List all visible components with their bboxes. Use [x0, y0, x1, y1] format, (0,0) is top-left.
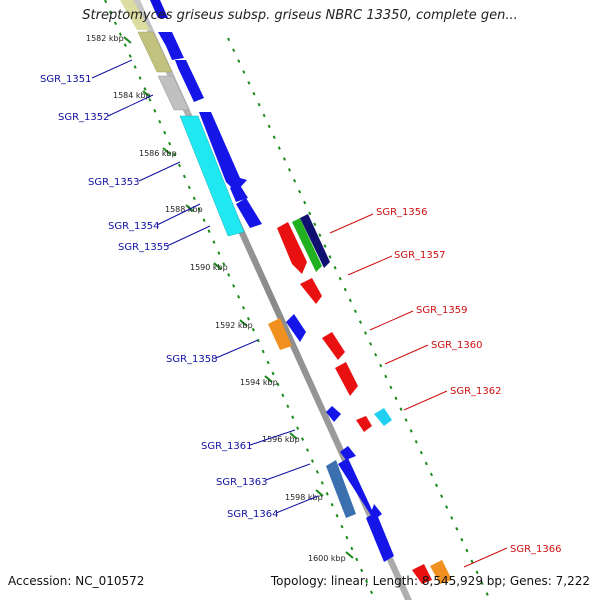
- gene-feature[interactable]: [374, 408, 392, 426]
- gene-label[interactable]: SGR_1364: [227, 509, 279, 520]
- gene-feature[interactable]: [322, 332, 345, 360]
- tick-mark: [123, 36, 132, 44]
- gene-label[interactable]: SGR_1359: [416, 305, 468, 316]
- leader-line: [403, 390, 448, 411]
- leader-line: [166, 225, 211, 247]
- gene-feature[interactable]: [268, 318, 292, 350]
- leader-line: [249, 429, 296, 446]
- gene-feature[interactable]: [286, 314, 306, 342]
- gene-feature[interactable]: [300, 214, 330, 268]
- leader-line: [91, 59, 133, 79]
- tick-mark: [185, 204, 194, 212]
- tick-label: 1588 kbp: [165, 205, 203, 214]
- tick-labels: 1582 kbp 1584 kbp 1586 kbp 1588 kbp 1590…: [86, 34, 346, 563]
- tick-mark: [142, 90, 151, 98]
- genome-title: Streptomyces griseus subsp. griseus NBRC…: [82, 8, 518, 23]
- gene-label[interactable]: SGR_1360: [431, 340, 483, 351]
- leader-line: [107, 94, 154, 117]
- gene-feature[interactable]: [340, 446, 356, 460]
- gene-feature[interactable]: [230, 182, 248, 202]
- gene-label[interactable]: SGR_1351: [40, 74, 92, 85]
- tick-mark: [345, 551, 354, 559]
- gene-label[interactable]: SGR_1358: [166, 354, 218, 365]
- gene-label[interactable]: SGR_1355: [118, 242, 170, 253]
- gene-feature[interactable]: [158, 32, 184, 60]
- tick-mark: [315, 489, 324, 497]
- tick-label: 1598 kbp: [285, 493, 323, 502]
- gene-feature[interactable]: [326, 460, 356, 518]
- gene-feature[interactable]: [175, 60, 204, 102]
- accession-text: Accession: NC_010572: [8, 574, 145, 588]
- tick-label: 1592 kbp: [215, 321, 253, 330]
- gene-feature[interactable]: [157, 75, 190, 111]
- gene-feature[interactable]: [179, 115, 245, 237]
- leader-line: [265, 463, 311, 481]
- leader-line: [215, 339, 259, 359]
- tick-label: 1594 kbp: [240, 378, 278, 387]
- tick-mark: [213, 262, 222, 270]
- gene-label[interactable]: SGR_1357: [394, 250, 446, 261]
- leader-line: [156, 203, 201, 226]
- leader-line: [329, 213, 374, 234]
- tick-mark: [239, 319, 248, 327]
- tick-label: 1590 kbp: [190, 263, 228, 272]
- gene-feature[interactable]: [120, 0, 150, 30]
- leader-line: [138, 161, 181, 182]
- gene-label[interactable]: SGR_1356: [376, 207, 428, 218]
- leader-lines-right: [329, 213, 508, 568]
- gene-features[interactable]: [120, 0, 452, 584]
- tick-mark: [162, 147, 171, 155]
- gene-label[interactable]: SGR_1352: [58, 112, 110, 123]
- gene-feature[interactable]: [292, 218, 322, 272]
- gene-feature[interactable]: [277, 222, 307, 274]
- leader-lines-left: [91, 59, 319, 514]
- gene-label[interactable]: SGR_1354: [108, 221, 160, 232]
- gene-labels-right: SGR_1356 SGR_1357 SGR_1359 SGR_1360 SGR_…: [376, 207, 562, 555]
- tick-label: 1582 kbp: [86, 34, 124, 43]
- tick-marks: [123, 36, 354, 559]
- gene-feature[interactable]: [326, 406, 341, 422]
- genome-summary: Topology: linear; Length: 8,545,929 bp; …: [270, 574, 590, 588]
- tick-label: 1584 kbp: [113, 91, 151, 100]
- tick-mark: [264, 375, 273, 383]
- gene-label[interactable]: SGR_1363: [216, 477, 268, 488]
- gene-label[interactable]: SGR_1366: [510, 544, 562, 555]
- gene-label[interactable]: SGR_1361: [201, 441, 253, 452]
- gene-feature[interactable]: [150, 0, 168, 18]
- gene-label[interactable]: SGR_1353: [88, 177, 140, 188]
- gene-feature[interactable]: [335, 362, 358, 396]
- leader-line: [369, 310, 414, 331]
- leader-line: [384, 344, 429, 365]
- track-line-left: [104, 0, 376, 601]
- gene-feature[interactable]: [356, 416, 372, 432]
- leader-line: [463, 547, 508, 568]
- gene-feature[interactable]: [300, 278, 322, 304]
- gene-feature[interactable]: [430, 560, 452, 584]
- gene-feature[interactable]: [366, 512, 394, 562]
- gene-feature[interactable]: [338, 458, 382, 520]
- gene-feature[interactable]: [137, 31, 173, 73]
- gene-labels-left: SGR_1351 SGR_1352 SGR_1353 SGR_1354 SGR_…: [40, 74, 279, 520]
- tick-label: 1600 kbp: [308, 554, 346, 563]
- gene-feature[interactable]: [412, 564, 432, 584]
- gene-feature[interactable]: [199, 112, 247, 192]
- leader-line: [347, 255, 393, 276]
- gene-feature[interactable]: [236, 198, 262, 228]
- gene-label[interactable]: SGR_1362: [450, 386, 502, 397]
- tick-mark: [289, 432, 298, 440]
- tick-label: 1596 kbp: [262, 435, 300, 444]
- leader-line: [275, 495, 319, 514]
- track-line-right: [227, 37, 491, 601]
- tick-label: 1586 kbp: [139, 149, 177, 158]
